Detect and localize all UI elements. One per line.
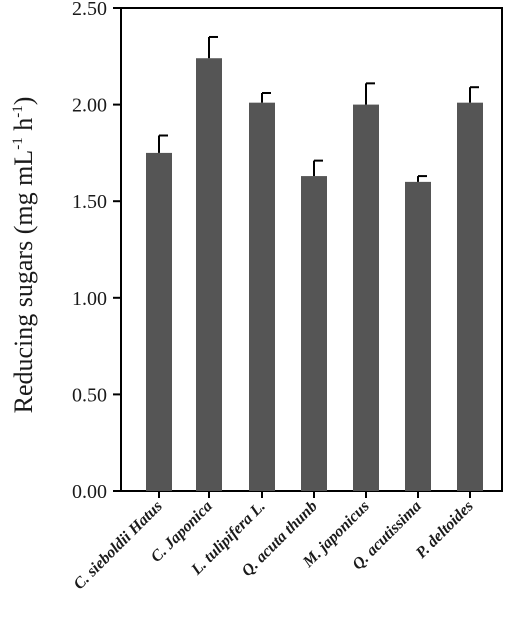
y-tick-label: 1.50 — [72, 191, 107, 213]
y-tick-label: 0.00 — [72, 481, 107, 503]
bar — [146, 152, 172, 491]
y-axis-title: Reducing sugars (mg mL-1 h-1) — [9, 97, 38, 414]
y-tick-label: 1.00 — [72, 288, 107, 310]
y-tick-label: 2.50 — [72, 0, 107, 20]
y-tick-label: 0.50 — [72, 384, 107, 406]
y-axis: 0.00 0.50 1.00 1.50 2.00 2.50 — [72, 0, 121, 503]
bars-group — [146, 58, 483, 492]
error-bars-group — [158, 35, 479, 182]
bar — [196, 58, 222, 492]
y-tick-label: 2.00 — [72, 95, 107, 117]
bar — [301, 176, 327, 492]
bar — [457, 102, 483, 491]
bar — [249, 102, 275, 491]
bar — [405, 181, 431, 491]
bar — [353, 104, 379, 491]
x-tick-label: C. sieboldii Hatus — [71, 498, 166, 593]
